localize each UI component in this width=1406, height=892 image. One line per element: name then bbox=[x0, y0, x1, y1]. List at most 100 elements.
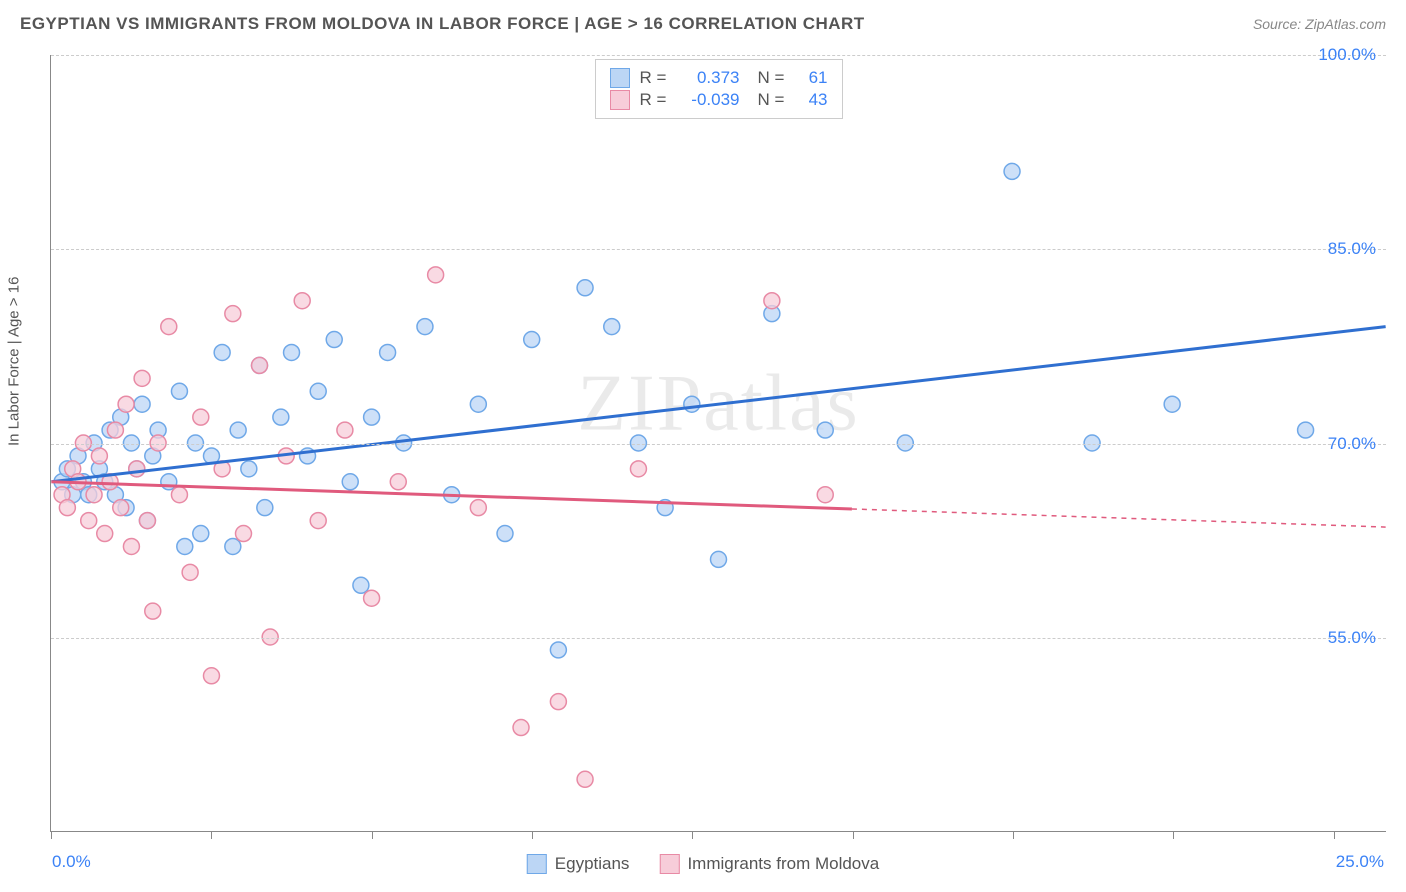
data-point bbox=[684, 396, 700, 412]
chart-plot-area: ZIPatlas R =0.373N =61R =-0.039N =43 55.… bbox=[50, 55, 1386, 832]
data-point bbox=[342, 474, 358, 490]
y-tick-label: 85.0% bbox=[1328, 239, 1376, 259]
data-point bbox=[139, 513, 155, 529]
data-point bbox=[273, 409, 289, 425]
data-point bbox=[177, 538, 193, 554]
data-point bbox=[182, 564, 198, 580]
x-tick bbox=[372, 831, 373, 839]
r-value: -0.039 bbox=[680, 90, 740, 110]
data-point bbox=[193, 409, 209, 425]
data-point bbox=[470, 396, 486, 412]
series-legend: Egyptians Immigrants from Moldova bbox=[527, 854, 879, 874]
gridline-h bbox=[51, 638, 1386, 639]
correlation-row: R = 0.373 N = 61 bbox=[610, 68, 828, 88]
data-point bbox=[524, 332, 540, 348]
data-point bbox=[817, 422, 833, 438]
legend-swatch bbox=[659, 854, 679, 874]
legend-item: Egyptians bbox=[527, 854, 630, 874]
data-point bbox=[123, 538, 139, 554]
data-point bbox=[497, 526, 513, 542]
data-point bbox=[364, 409, 380, 425]
chart-source: Source: ZipAtlas.com bbox=[1253, 16, 1386, 32]
legend-swatch bbox=[527, 854, 547, 874]
data-point bbox=[171, 383, 187, 399]
r-label: R = bbox=[640, 68, 670, 88]
data-point bbox=[118, 396, 134, 412]
x-tick bbox=[853, 831, 854, 839]
correlation-row: R =-0.039N =43 bbox=[610, 90, 828, 110]
data-point bbox=[390, 474, 406, 490]
correlation-legend: R =0.373N =61R =-0.039N =43 bbox=[595, 59, 843, 119]
data-point bbox=[337, 422, 353, 438]
r-label: R = bbox=[640, 90, 670, 110]
x-tick bbox=[1013, 831, 1014, 839]
data-point bbox=[310, 513, 326, 529]
trend-line bbox=[51, 327, 1385, 482]
n-label: N = bbox=[758, 90, 788, 110]
data-point bbox=[161, 319, 177, 335]
data-point bbox=[107, 422, 123, 438]
legend-item: Immigrants from Moldova bbox=[659, 854, 879, 874]
data-point bbox=[241, 461, 257, 477]
data-point bbox=[284, 344, 300, 360]
y-tick-label: 70.0% bbox=[1328, 434, 1376, 454]
data-point bbox=[171, 487, 187, 503]
gridline-h bbox=[51, 249, 1386, 250]
data-point bbox=[326, 332, 342, 348]
data-point bbox=[513, 720, 529, 736]
chart-header: EGYPTIAN VS IMMIGRANTS FROM MOLDOVA IN L… bbox=[0, 0, 1406, 44]
data-point bbox=[364, 590, 380, 606]
data-point bbox=[134, 396, 150, 412]
y-tick-label: 100.0% bbox=[1318, 45, 1376, 65]
data-point bbox=[294, 293, 310, 309]
data-point bbox=[91, 448, 107, 464]
data-point bbox=[86, 487, 102, 503]
data-point bbox=[577, 771, 593, 787]
data-point bbox=[417, 319, 433, 335]
legend-label: Immigrants from Moldova bbox=[687, 854, 879, 874]
data-point bbox=[1164, 396, 1180, 412]
data-point bbox=[817, 487, 833, 503]
x-max-label: 25.0% bbox=[1336, 852, 1384, 872]
y-tick-label: 55.0% bbox=[1328, 628, 1376, 648]
data-point bbox=[97, 526, 113, 542]
data-point bbox=[214, 344, 230, 360]
data-point bbox=[630, 461, 646, 477]
data-point bbox=[225, 538, 241, 554]
chart-title: EGYPTIAN VS IMMIGRANTS FROM MOLDOVA IN L… bbox=[20, 14, 865, 34]
data-point bbox=[257, 500, 273, 516]
data-point bbox=[236, 526, 252, 542]
data-point bbox=[203, 668, 219, 684]
data-point bbox=[1298, 422, 1314, 438]
n-value: 61 bbox=[798, 68, 828, 88]
x-tick bbox=[692, 831, 693, 839]
data-point bbox=[577, 280, 593, 296]
r-value: 0.373 bbox=[680, 68, 740, 88]
legend-swatch bbox=[610, 90, 630, 110]
x-tick bbox=[51, 831, 52, 839]
n-label: N = bbox=[758, 68, 788, 88]
legend-label: Egyptians bbox=[555, 854, 630, 874]
data-point bbox=[225, 306, 241, 322]
data-point bbox=[353, 577, 369, 593]
x-tick bbox=[532, 831, 533, 839]
data-point bbox=[129, 461, 145, 477]
legend-swatch bbox=[610, 68, 630, 88]
data-point bbox=[604, 319, 620, 335]
data-point bbox=[113, 500, 129, 516]
data-point bbox=[59, 500, 75, 516]
data-point bbox=[81, 513, 97, 529]
data-point bbox=[252, 357, 268, 373]
data-point bbox=[428, 267, 444, 283]
x-min-label: 0.0% bbox=[52, 852, 91, 872]
data-point bbox=[550, 694, 566, 710]
gridline-h bbox=[51, 444, 1386, 445]
data-point bbox=[193, 526, 209, 542]
x-tick bbox=[1173, 831, 1174, 839]
data-point bbox=[134, 370, 150, 386]
data-point bbox=[470, 500, 486, 516]
trend-line-dashed bbox=[852, 509, 1386, 527]
data-point bbox=[145, 603, 161, 619]
x-tick bbox=[1334, 831, 1335, 839]
data-point bbox=[1004, 163, 1020, 179]
